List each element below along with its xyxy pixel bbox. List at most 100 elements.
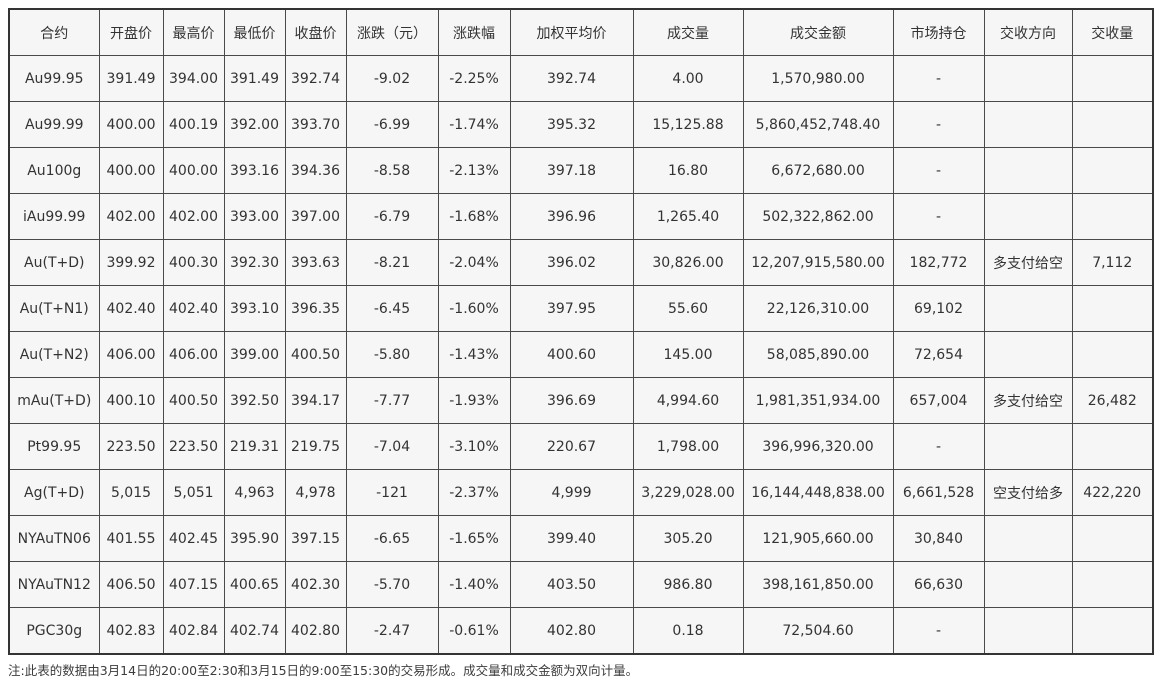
cell-low: 399.00 [223,331,286,378]
cell-delivery_direction [983,285,1073,332]
cell-close: 397.00 [284,193,347,240]
cell-delivery_direction [983,331,1073,378]
table-body: Au99.95 391.49 394.00 391.49 392.74 -9.02 -2.2… [8,55,1154,655]
cell-weighted_avg_price: 396.69 [509,377,634,424]
cell-low: 4,963 [223,469,286,516]
cell-delivery_volume [1071,193,1154,240]
cell-low: 393.00 [223,193,286,240]
cell-weighted_avg_price: 400.60 [509,331,634,378]
table-footnote: 注:此表的数据由3月14日的20:00至2:30和3月15日的9:00至15:3… [8,663,639,678]
cell-volume: 0.18 [632,607,744,655]
cell-change_pct: -1.74% [437,101,511,148]
cell-turnover: 22,126,310.00 [742,285,894,332]
cell-open_interest: 72,654 [892,331,985,378]
cell-low: 219.31 [223,423,286,470]
cell-open: 402.40 [98,285,164,332]
cell-weighted_avg_price: 396.96 [509,193,634,240]
cell-weighted_avg_price: 397.18 [509,147,634,194]
cell-volume: 305.20 [632,515,744,562]
cell-turnover: 396,996,320.00 [742,423,894,470]
table-row: Au(T+N2) 406.00 406.00 399.00 400.50 -5.80 -1.… [8,331,1154,378]
cell-contract: Au99.99 [8,101,100,148]
cell-open_interest: 182,772 [892,239,985,286]
cell-open_interest: - [892,147,985,194]
cell-change_pct: -1.40% [437,561,511,608]
cell-close: 219.75 [284,423,347,470]
cell-high: 400.19 [162,101,225,148]
cell-contract: Au(T+N1) [8,285,100,332]
table-row: iAu99.99 402.00 402.00 393.00 397.00 -6.79 -1.… [8,193,1154,240]
cell-change_yuan: -9.02 [345,55,439,102]
cell-low: 402.74 [223,607,286,655]
cell-turnover: 58,085,890.00 [742,331,894,378]
column-header-change_yuan: 涨跌（元） [345,8,439,56]
column-header-contract: 合约 [8,8,100,56]
cell-delivery_volume [1071,285,1154,332]
cell-close: 393.70 [284,101,347,148]
cell-change_yuan: -6.99 [345,101,439,148]
cell-delivery_direction: 空支付给多 [983,469,1073,516]
cell-delivery_volume: 422,220 [1071,469,1154,516]
column-header-high: 最高价 [162,8,225,56]
header-row: 合约 开盘价 最高价 最低价 收盘价 涨跌（元） 涨跌幅 加权平均价 成交量 成交金额 市场持仓 交收… [8,8,1154,56]
cell-close: 394.36 [284,147,347,194]
cell-turnover: 5,860,452,748.40 [742,101,894,148]
cell-delivery_direction [983,423,1073,470]
cell-turnover: 16,144,448,838.00 [742,469,894,516]
column-header-weighted_avg_price: 加权平均价 [509,8,634,56]
cell-change_yuan: -6.79 [345,193,439,240]
gold-exchange-quotes-table: 合约 开盘价 最高价 最低价 收盘价 涨跌（元） 涨跌幅 加权平均价 成交量 成交金额 市场持仓 交收… [8,8,1154,655]
cell-change_yuan: -7.77 [345,377,439,424]
table-row: NYAuTN06 401.55 402.45 395.90 397.15 -6.65 -1.… [8,515,1154,562]
cell-change_pct: -3.10% [437,423,511,470]
cell-delivery_volume: 26,482 [1071,377,1154,424]
cell-volume: 4,994.60 [632,377,744,424]
cell-delivery_volume [1071,515,1154,562]
cell-low: 393.10 [223,285,286,332]
cell-high: 394.00 [162,55,225,102]
cell-change_pct: -1.65% [437,515,511,562]
cell-change_yuan: -2.47 [345,607,439,655]
cell-weighted_avg_price: 220.67 [509,423,634,470]
cell-volume: 986.80 [632,561,744,608]
cell-open_interest: 657,004 [892,377,985,424]
cell-open_interest: - [892,193,985,240]
table-header: 合约 开盘价 最高价 最低价 收盘价 涨跌（元） 涨跌幅 加权平均价 成交量 成交金额 市场持仓 交收… [8,8,1154,56]
column-header-change_pct: 涨跌幅 [437,8,511,56]
column-header-volume: 成交量 [632,8,744,56]
cell-close: 402.30 [284,561,347,608]
cell-open_interest: 6,661,528 [892,469,985,516]
cell-change_yuan: -5.80 [345,331,439,378]
cell-weighted_avg_price: 392.74 [509,55,634,102]
cell-change_yuan: -5.70 [345,561,439,608]
cell-contract: Au100g [8,147,100,194]
cell-volume: 145.00 [632,331,744,378]
cell-volume: 16.80 [632,147,744,194]
cell-contract: NYAuTN06 [8,515,100,562]
cell-delivery_direction [983,55,1073,102]
cell-open: 401.55 [98,515,164,562]
cell-change_pct: -1.68% [437,193,511,240]
cell-low: 392.00 [223,101,286,148]
column-header-open: 开盘价 [98,8,164,56]
cell-weighted_avg_price: 4,999 [509,469,634,516]
cell-low: 391.49 [223,55,286,102]
cell-open_interest: 30,840 [892,515,985,562]
cell-turnover: 1,570,980.00 [742,55,894,102]
cell-close: 402.80 [284,607,347,655]
cell-low: 395.90 [223,515,286,562]
cell-change_pct: -2.04% [437,239,511,286]
cell-contract: Ag(T+D) [8,469,100,516]
cell-volume: 4.00 [632,55,744,102]
cell-change_pct: -1.93% [437,377,511,424]
cell-close: 393.63 [284,239,347,286]
column-header-low: 最低价 [223,8,286,56]
cell-delivery_volume [1071,607,1154,655]
column-header-delivery_volume: 交收量 [1071,8,1154,56]
cell-contract: iAu99.99 [8,193,100,240]
column-header-open_interest: 市场持仓 [892,8,985,56]
cell-turnover: 72,504.60 [742,607,894,655]
cell-open_interest: - [892,423,985,470]
table-row: Au100g 400.00 400.00 393.16 394.36 -8.58 -2.13… [8,147,1154,194]
